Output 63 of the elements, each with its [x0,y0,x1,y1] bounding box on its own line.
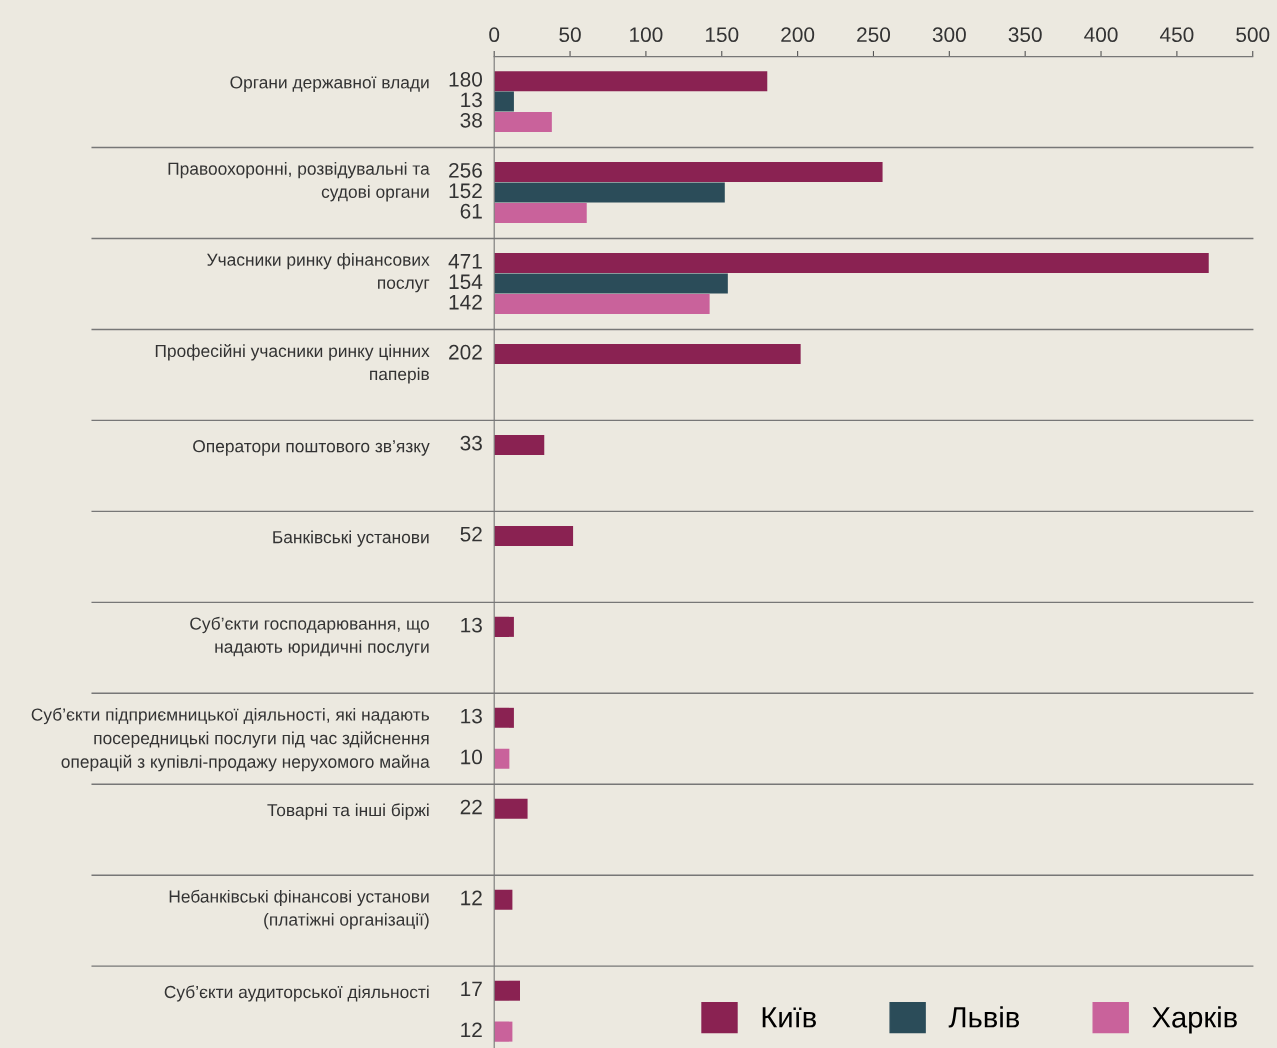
bar [494,273,728,294]
x-tick-label: 500 [1236,27,1270,43]
y-tick-label: Банківські установи [273,530,429,547]
bar [494,980,520,1001]
data-label: 154 [449,274,483,290]
bar [494,707,514,728]
legend-label: Київ [762,1007,816,1028]
bar [494,616,514,637]
x-tick-label: 50 [559,27,581,43]
bar [494,91,514,112]
bar [494,112,552,133]
bar [494,71,768,92]
data-label: 180 [449,71,483,87]
data-label: 256 [449,162,482,178]
data-label: 471 [448,254,482,269]
data-label: 13 [461,617,482,633]
bar [494,203,587,224]
y-tick-label: Правоохоронні, розвідувальні та судові органи [168,162,430,202]
data-label: 13 [461,708,482,724]
x-tick-label: 450 [1159,27,1194,43]
bar [494,525,574,546]
x-tick-label: 250 [857,27,891,43]
x-tick-label: 0 [489,27,500,43]
y-tick-label: Суб’єкти аудиторської діяльності [164,985,429,1002]
y-tick-label: Учасники ринку фінансових послуг [207,253,430,293]
bar [494,293,710,314]
y-tick-label: Оператори поштового зв’язку [193,440,430,456]
x-tick-label: 200 [781,27,815,43]
bar [494,253,1209,274]
data-label: 12 [461,1022,482,1038]
bar [494,889,513,910]
bar [494,748,510,769]
x-tick-label: 300 [932,27,966,43]
x-tick-label: 100 [630,27,663,43]
y-tick-label: Суб’єкти підприємницької діяльності, які надають посередницькі послуги під час здійснення операцій з купівлі-продажу нерухомого майна [31,707,430,772]
legend-label: Харків [1152,1006,1237,1034]
data-label: 202 [449,344,482,360]
bar [494,798,528,819]
bar [494,182,725,203]
bar [494,162,883,183]
data-label: 52 [460,526,482,542]
bar [494,434,545,455]
y-tick-label: Професійні учасники ринку цінних паперів [155,344,430,384]
x-tick-label: 150 [705,27,739,43]
data-label: 61 [460,203,482,219]
data-label: 152 [449,183,482,199]
y-tick-label: Товарні та інші біржі [267,803,429,820]
bar [494,1021,513,1042]
data-label: 17 [461,981,482,997]
data-label: 10 [461,749,483,765]
data-label: 38 [460,112,482,128]
x-tick-label: 400 [1084,27,1118,43]
data-label: 22 [460,799,482,815]
legend-label: Львів [948,1006,1020,1028]
data-label: 33 [460,435,482,451]
x-tick-label: 350 [1008,27,1042,43]
y-tick-label: Органи державної влади [230,76,429,92]
data-label: 13 [461,92,482,108]
y-tick-label: Небанківські фінансові установи (платіжні організації) [169,889,429,930]
data-label: 142 [449,294,482,310]
bar [494,344,801,365]
y-tick-label: Суб’єкти господарювання, що надають юридичні послуги [190,616,429,657]
data-label: 12 [461,890,482,906]
